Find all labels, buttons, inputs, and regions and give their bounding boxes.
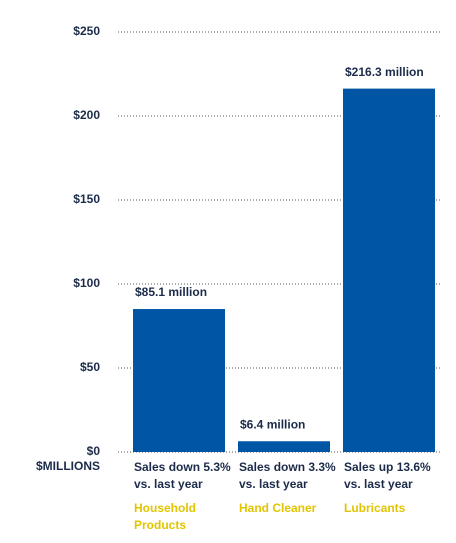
x-tick-label: Hand Cleaner xyxy=(239,501,317,515)
x-tick-label: Lubricants xyxy=(344,501,406,515)
y-tick-label: $250 xyxy=(73,24,100,38)
x-tick-label: Household Products xyxy=(134,501,196,532)
bar xyxy=(238,441,330,452)
value-label: $6.4 million xyxy=(240,417,305,431)
value-label: $216.3 million xyxy=(345,65,424,79)
y-tick-label: $150 xyxy=(73,192,100,206)
value-label: $85.1 million xyxy=(135,285,207,299)
bar-note: Sales down 3.3% vs. last year xyxy=(239,460,336,491)
bar xyxy=(133,309,225,452)
y-tick-label: $50 xyxy=(80,360,100,374)
y-tick-label: $200 xyxy=(73,108,100,122)
bar-note: Sales down 5.3% vs. last year xyxy=(134,460,231,491)
y-tick-label: $0 xyxy=(87,444,101,458)
y-axis-label: $MILLIONS xyxy=(36,459,100,473)
bar-note: Sales up 13.6% vs. last year xyxy=(344,460,431,491)
bar xyxy=(343,88,435,452)
y-tick-label: $100 xyxy=(73,276,100,290)
